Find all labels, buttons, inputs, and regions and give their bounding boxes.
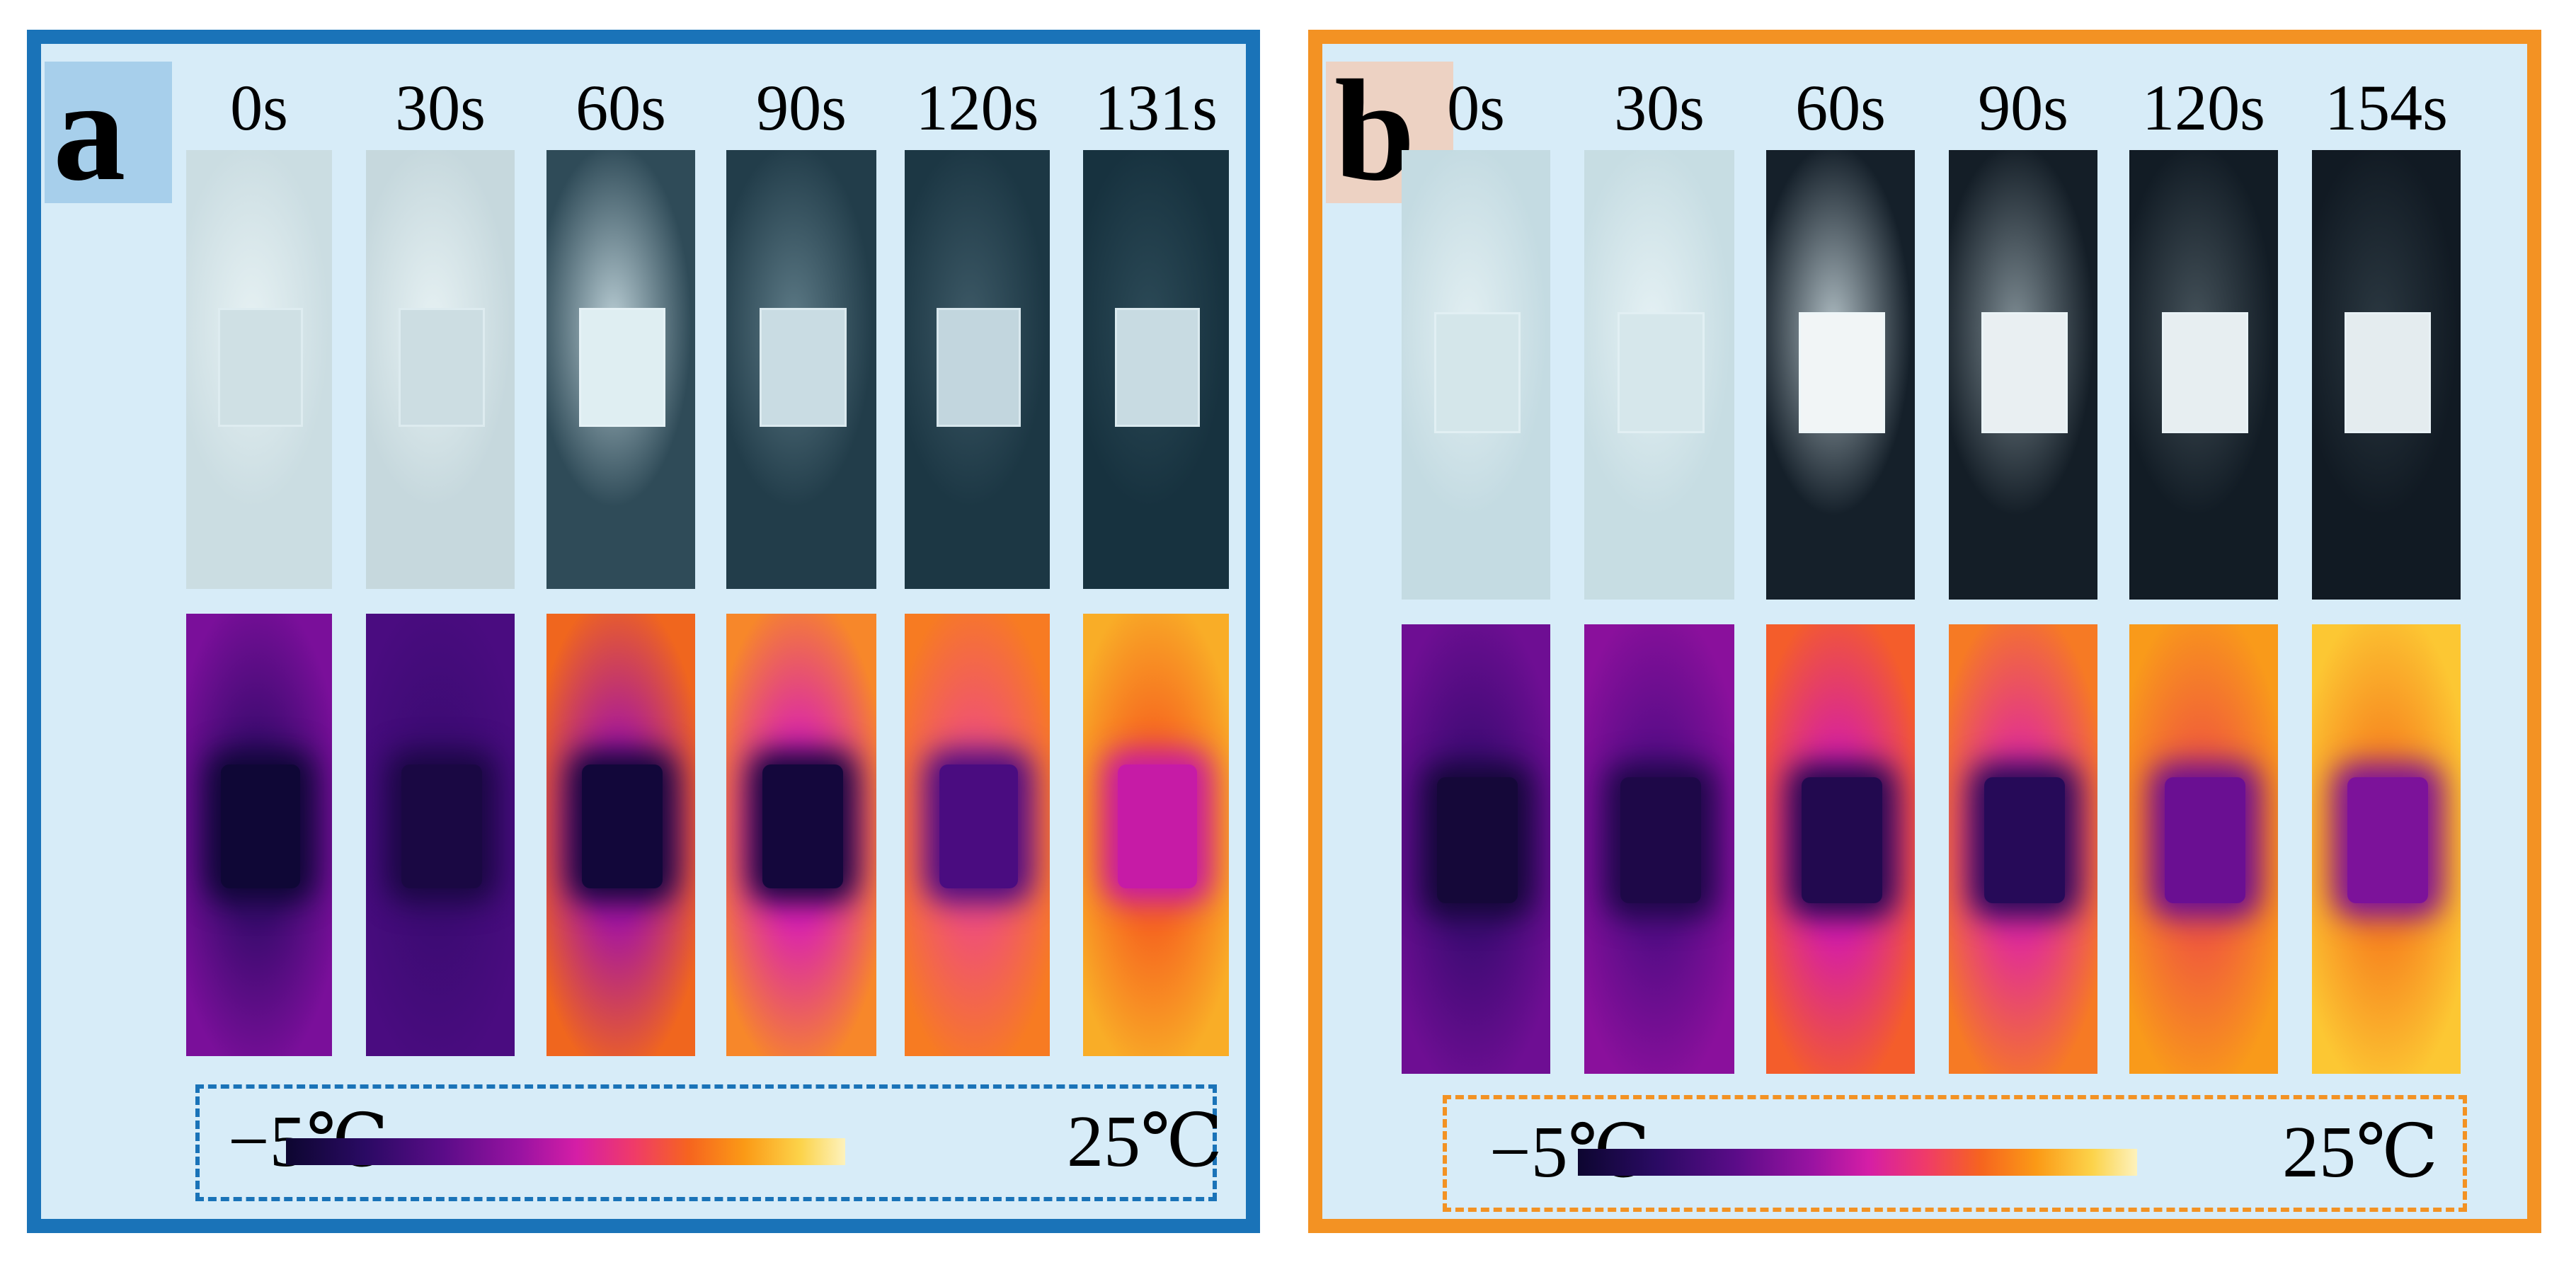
thermal-frame [2129, 624, 2278, 1074]
thermal-sample [2347, 777, 2428, 903]
temperature-legend: −5℃ 25℃ [195, 1084, 1223, 1201]
thermal-sample [1984, 777, 2065, 903]
photo-frame [1766, 150, 1915, 600]
time-label: 30s [395, 71, 486, 144]
thermal-sample [1118, 764, 1197, 888]
photo-frame [186, 150, 332, 589]
thermal-sample [939, 764, 1018, 888]
photo-frame [905, 150, 1050, 589]
panel-a: a 0s 30s 60s 90s 120s 131s −5℃ 25℃ [27, 30, 1260, 1233]
thermal-sample [1437, 777, 1518, 903]
photo-frame [1949, 150, 2097, 600]
thermal-frame [366, 614, 515, 1056]
sample-slide [2345, 311, 2431, 434]
sample-slide [1434, 311, 1521, 434]
thermal-frame [1402, 624, 1550, 1074]
time-label: 60s [1795, 71, 1886, 144]
time-label: 30s [1614, 71, 1705, 144]
colorbar [286, 1138, 845, 1165]
panel-b: b 0s 30s 60s 90s 120s 154s −5℃ 25℃ [1308, 30, 2541, 1233]
thermal-frame [186, 614, 332, 1056]
time-label: 120s [915, 71, 1039, 144]
sample-slide [2162, 311, 2248, 434]
sample-slide [1115, 308, 1200, 427]
sample-slide [399, 308, 485, 427]
sample-slide [218, 308, 303, 427]
sample-slide [579, 308, 665, 427]
thermal-sample [1620, 777, 1702, 903]
colorbar [1578, 1149, 2137, 1176]
thermal-frame [1949, 624, 2097, 1074]
time-label: 0s [1447, 71, 1505, 144]
thermal-sample [221, 764, 300, 888]
thermal-frame [905, 614, 1050, 1056]
sample-slide [1981, 311, 2068, 434]
time-label: 90s [756, 71, 847, 144]
thermal-sample [762, 764, 844, 888]
thermal-frame [2312, 624, 2461, 1074]
time-label: 154s [2325, 71, 2448, 144]
panel-label-box: a [45, 50, 172, 211]
photo-frame [1083, 150, 1229, 589]
time-label: 90s [1978, 71, 2068, 144]
sample-slide [1617, 311, 1705, 434]
photo-frame [1402, 150, 1550, 600]
photo-frame [726, 150, 876, 589]
time-label: 60s [576, 71, 666, 144]
photo-frame [546, 150, 695, 589]
thermal-frame [1766, 624, 1915, 1074]
thermal-sample [2165, 777, 2245, 903]
photo-frame [1584, 150, 1734, 600]
temperature-legend: −5℃ 25℃ [1443, 1095, 2467, 1212]
time-label: 0s [230, 71, 288, 144]
legend-max-label: 25℃ [2282, 1111, 2439, 1193]
thermal-sample [582, 764, 663, 888]
photo-frame [2129, 150, 2278, 600]
panel-label-box: b [1326, 58, 1453, 203]
thermal-sample [1802, 777, 1882, 903]
legend-max-label: 25℃ [1067, 1101, 1223, 1182]
time-label: 120s [2142, 71, 2265, 144]
sample-slide [1799, 311, 1885, 434]
photo-frame [366, 150, 515, 589]
panel-letter: a [53, 50, 126, 211]
thermal-sample [401, 764, 482, 888]
thermal-frame [726, 614, 876, 1056]
thermal-frame [1083, 614, 1229, 1056]
photo-frame [2312, 150, 2461, 600]
time-label: 131s [1094, 71, 1218, 144]
sample-slide [759, 308, 847, 427]
thermal-frame [1584, 624, 1734, 1074]
thermal-frame [546, 614, 695, 1056]
sample-slide [937, 308, 1021, 427]
